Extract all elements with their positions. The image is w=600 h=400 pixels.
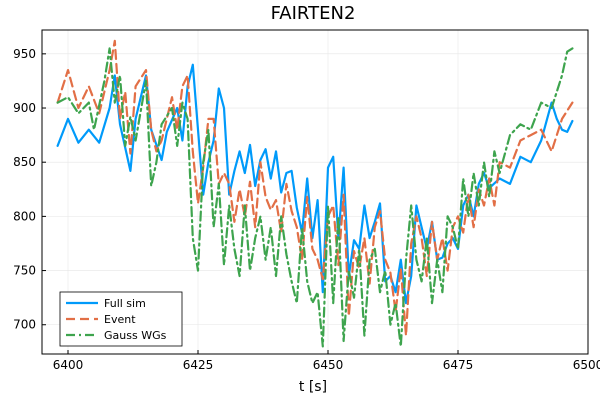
chart-title: FAIRTEN2 (271, 3, 356, 24)
legend-label: Gauss WGs (104, 329, 167, 342)
y-tick-label: 850 (13, 155, 36, 169)
y-tick-label: 900 (13, 101, 36, 115)
legend-label: Event (104, 313, 136, 326)
x-tick-label: 6450 (313, 358, 344, 372)
legend-label: Full sim (104, 297, 146, 310)
series-line-gauss-wgs (56, 47, 574, 348)
x-tick-label: 6425 (183, 358, 214, 372)
y-tick-label: 800 (13, 209, 36, 223)
y-tick-label: 700 (13, 318, 36, 332)
plot-frame (41, 29, 589, 355)
y-tick-label: 950 (13, 47, 36, 61)
x-tick-label: 6475 (443, 358, 474, 372)
x-tick-label: 6400 (53, 358, 84, 372)
series-line-event (56, 39, 574, 337)
tick-layer: 6400 6425 6450 6475 6500 700 750 800 850 900 950 (13, 47, 600, 372)
legend: Full sim Event Gauss WGs (59, 291, 183, 347)
series-layer (56, 39, 574, 348)
x-tick-label: 6500 (573, 358, 600, 372)
x-axis-label: t [s] (299, 379, 327, 395)
y-tick-label: 750 (13, 264, 36, 278)
